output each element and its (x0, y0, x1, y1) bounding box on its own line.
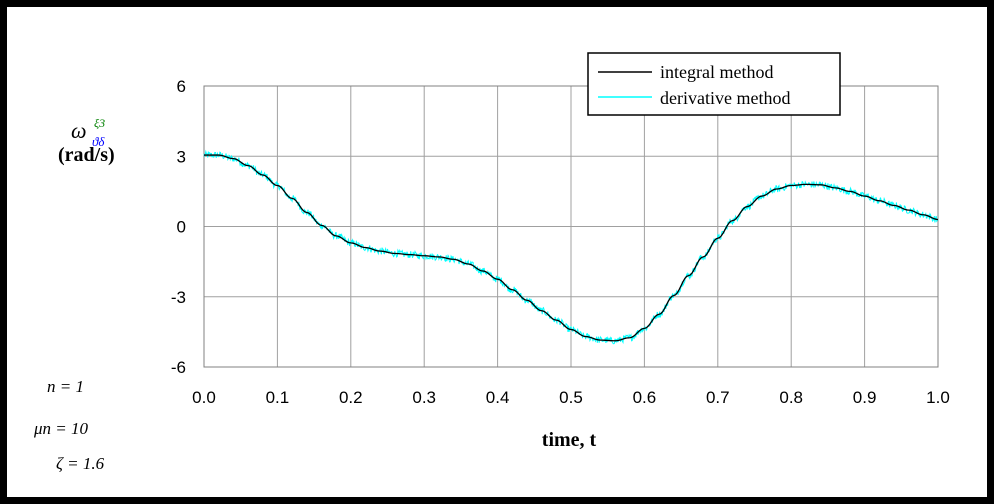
x-tick-label: 0.1 (266, 388, 290, 407)
x-tick-label: 0.6 (633, 388, 657, 407)
x-tick-label: 1.0 (926, 388, 950, 407)
x-tick-label: 0.5 (559, 388, 583, 407)
legend-label-integral: integral method (660, 62, 773, 82)
x-tick-labels: 0.0 0.1 0.2 0.3 0.4 0.5 0.6 0.7 0.8 0.9 1.0 (192, 388, 950, 407)
plot-border (203, 85, 939, 368)
legend: integral method derivative method (587, 52, 841, 116)
y-tick-label: 3 (177, 147, 186, 166)
param-zeta: ζ = 1.6 (56, 454, 105, 473)
y-tick-label: 0 (177, 218, 186, 237)
x-axis-label: time, t (542, 429, 597, 451)
y-axis-superscript: ξ3 (94, 116, 105, 130)
y-axis-units: (rad/s) (58, 144, 115, 166)
x-tick-label: 0.7 (706, 388, 730, 407)
parameter-annotations: n = 1 μn = 10 ζ = 1.6 (33, 377, 105, 473)
x-tick-label: 0.4 (486, 388, 510, 407)
series-integral-method (204, 154, 939, 342)
y-tick-labels: 6 3 0 -3 -6 (171, 77, 186, 377)
y-tick-label: -6 (171, 358, 186, 377)
y-tick-label: 6 (177, 77, 186, 96)
x-tick-label: 0.8 (779, 388, 803, 407)
x-tick-label: 0.2 (339, 388, 363, 407)
x-tick-label: 0.3 (412, 388, 436, 407)
x-tick-label: 0.0 (192, 388, 216, 407)
y-axis-subscript: ϑδ (92, 134, 105, 149)
param-n: n = 1 (47, 377, 84, 396)
param-mu: μn = 10 (33, 419, 89, 438)
y-axis-label: ω ξ3 ϑδ (rad/s) (58, 116, 115, 166)
y-axis-symbol: ω (71, 118, 87, 143)
y-tick-label: -3 (171, 288, 186, 307)
x-tick-label: 0.9 (853, 388, 877, 407)
plot-area (203, 85, 939, 368)
legend-box (587, 52, 841, 116)
legend-label-derivative: derivative method (660, 88, 790, 108)
